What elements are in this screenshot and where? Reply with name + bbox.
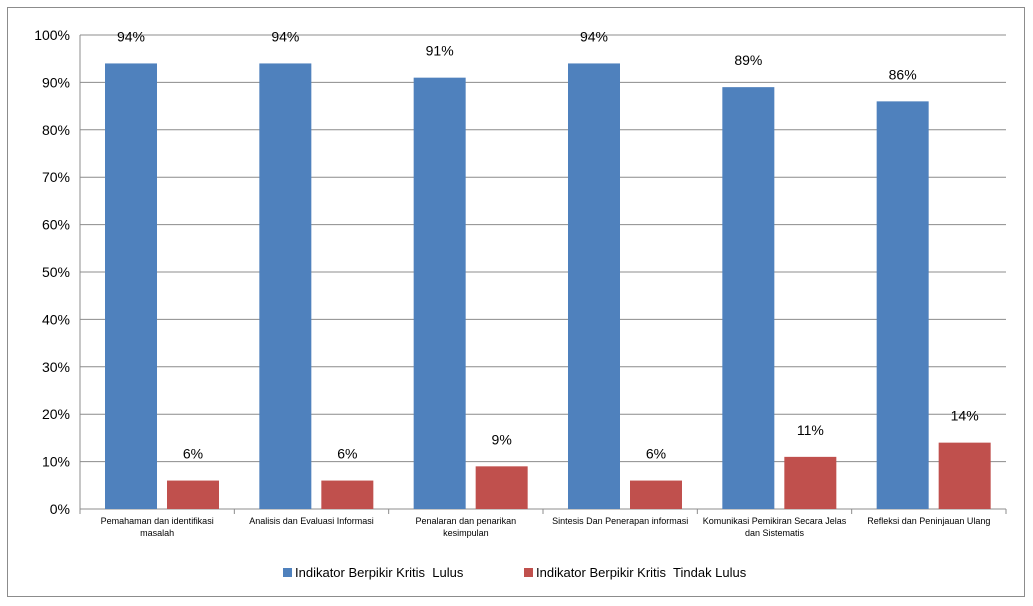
data-label: 6% <box>183 446 203 462</box>
data-label: 86% <box>889 66 917 82</box>
data-label: 94% <box>117 28 145 44</box>
x-category-label: Refleksi dan Peninjauan Ulang <box>867 516 990 526</box>
bar <box>105 63 157 509</box>
data-label: 6% <box>646 446 666 462</box>
x-category-label: masalah <box>140 528 174 538</box>
y-tick-label: 40% <box>42 311 70 327</box>
data-label: 89% <box>734 52 762 68</box>
bar <box>167 480 219 509</box>
y-tick-label: 50% <box>42 264 70 280</box>
x-category-label: Sintesis Dan Penerapan informasi <box>552 516 688 526</box>
data-label: 91% <box>426 43 454 59</box>
bar <box>784 456 837 509</box>
x-category-label: Analisis dan Evaluasi Informasi <box>249 516 374 526</box>
bar <box>568 63 620 509</box>
y-tick-label: 20% <box>42 406 70 422</box>
legend-label: Indikator Berpikir Kritis Tindak Lulus <box>536 565 747 580</box>
y-tick-label: 60% <box>42 217 70 233</box>
data-label: 94% <box>580 28 608 44</box>
bar <box>938 442 991 509</box>
legend-swatch <box>524 568 533 577</box>
x-category-label: kesimpulan <box>443 528 489 538</box>
y-tick-label: 10% <box>42 454 70 470</box>
data-label: 6% <box>337 446 357 462</box>
bar <box>876 101 929 510</box>
bar <box>259 63 312 509</box>
x-category-label: Penalaran dan penarikan <box>416 516 517 526</box>
bar <box>475 466 528 509</box>
y-tick-label: 100% <box>34 27 70 43</box>
y-tick-label: 80% <box>42 122 70 138</box>
x-category-label: dan Sistematis <box>745 528 805 538</box>
y-tick-label: 0% <box>50 501 70 517</box>
bar <box>722 87 775 509</box>
data-label: 14% <box>951 408 979 424</box>
bar <box>630 480 682 509</box>
data-label: 9% <box>492 431 512 447</box>
data-label: 94% <box>271 28 299 44</box>
bar <box>413 77 466 509</box>
x-category-label: Komunikasi Pemikiran Secara Jelas <box>703 516 847 526</box>
bar <box>321 480 374 509</box>
y-tick-label: 70% <box>42 169 70 185</box>
y-tick-label: 90% <box>42 74 70 90</box>
y-tick-label: 30% <box>42 359 70 375</box>
data-label: 11% <box>797 422 824 438</box>
legend-swatch <box>283 568 292 577</box>
x-category-label: Pemahaman dan identifikasi <box>101 516 214 526</box>
legend-label: Indikator Berpikir Kritis Lulus <box>295 565 464 580</box>
